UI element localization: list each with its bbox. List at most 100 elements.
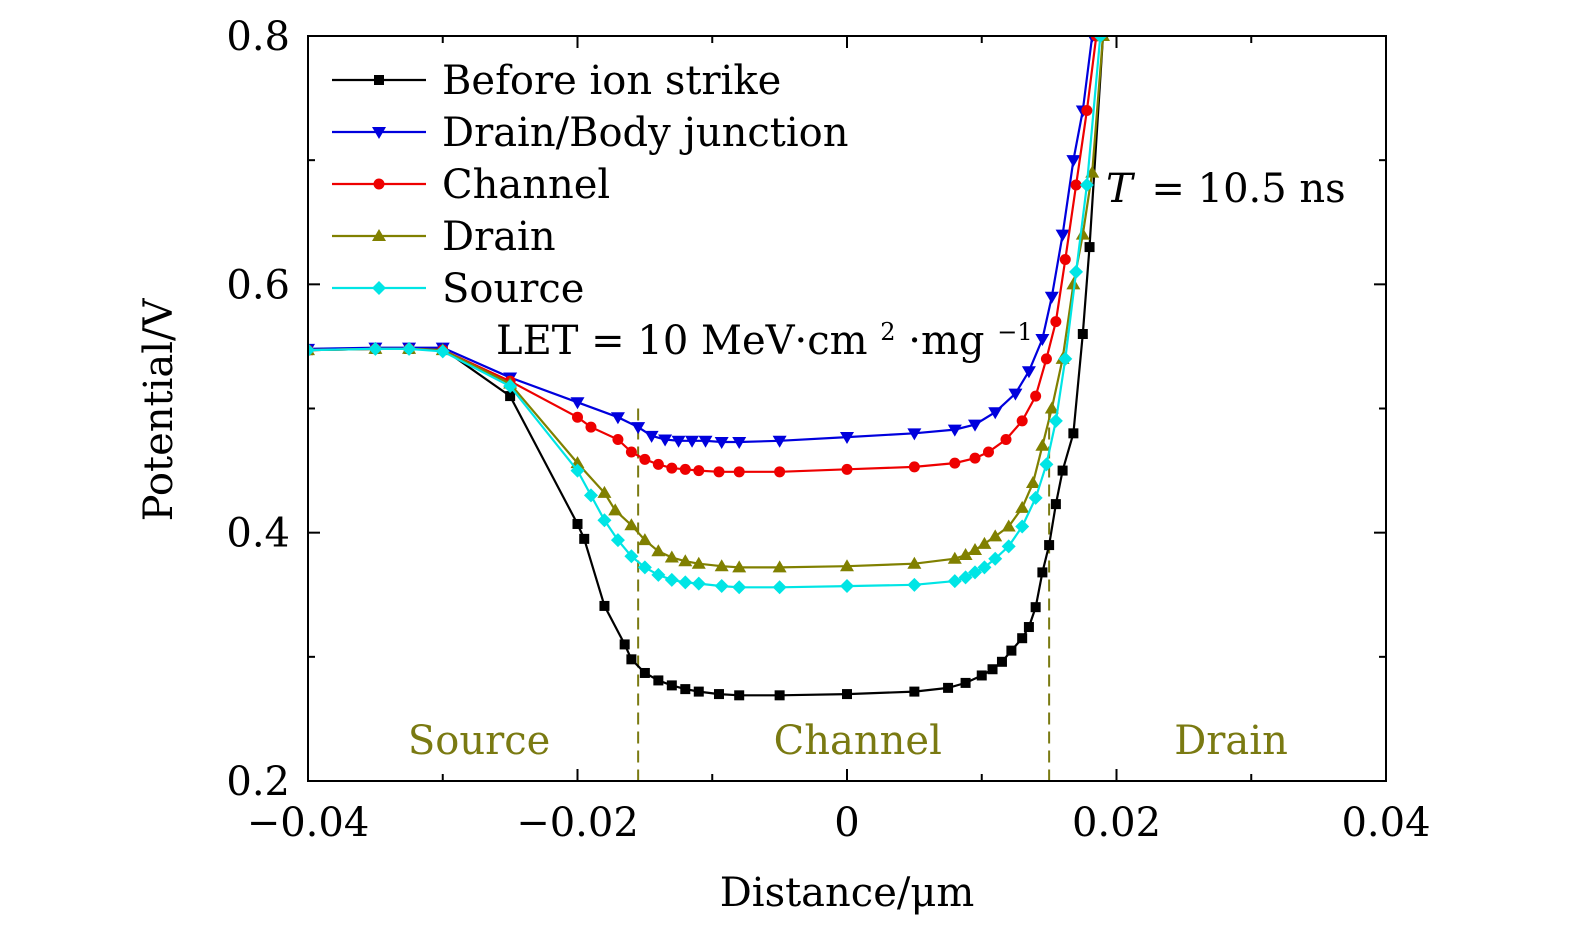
data-point — [1079, 178, 1094, 192]
data-point — [691, 556, 706, 569]
series-before-ion-strike — [308, 36, 1109, 701]
data-point — [909, 686, 920, 697]
series-line — [308, 36, 1102, 589]
data-point — [947, 424, 962, 437]
legend: Before ion strike Drain/Body junction Chan… — [332, 58, 849, 312]
data-point — [652, 458, 664, 470]
data-point — [842, 689, 852, 700]
data-point — [949, 457, 961, 469]
data-point — [626, 654, 637, 665]
x-tick-label: 0 — [834, 800, 859, 846]
data-point — [1044, 540, 1055, 551]
data-point — [907, 556, 922, 569]
legend-label: Drain — [442, 214, 556, 260]
data-point — [653, 675, 664, 686]
data-point — [1016, 415, 1028, 427]
data-point — [1075, 227, 1090, 240]
data-point — [1039, 457, 1054, 472]
data-point — [1081, 105, 1093, 116]
data-point — [977, 560, 992, 575]
legend-label: Source — [442, 266, 584, 312]
legend-marker — [373, 178, 385, 190]
data-point — [840, 432, 854, 445]
data-point — [597, 485, 612, 498]
data-point — [840, 579, 854, 594]
data-point — [1025, 476, 1040, 488]
data-point — [685, 435, 700, 448]
data-point — [958, 548, 973, 561]
data-point — [714, 437, 729, 450]
data-point — [679, 463, 691, 475]
data-point — [639, 453, 651, 465]
data-point — [435, 344, 450, 359]
data-point — [1093, 36, 1108, 43]
x-tick-label: −0.02 — [516, 800, 639, 846]
data-point — [734, 690, 745, 701]
data-point — [907, 577, 922, 592]
data-point — [1021, 366, 1036, 379]
data-point — [698, 435, 713, 448]
data-point — [968, 565, 983, 580]
data-point — [597, 513, 612, 528]
data-point — [610, 533, 625, 548]
region-label-channel: Channel — [774, 718, 942, 764]
data-point — [733, 466, 745, 478]
data-point — [1059, 254, 1071, 265]
y-tick-label: 0.2 — [226, 759, 290, 805]
let-sup-2: −1 — [997, 318, 1032, 346]
let-annotation: LET = 10 MeV·cm 2 ·mg −1 — [496, 304, 1033, 364]
data-point — [678, 575, 693, 590]
y-tick-label: 0.8 — [226, 14, 290, 60]
data-point — [988, 529, 1003, 542]
data-point — [772, 435, 787, 448]
data-point — [1035, 333, 1050, 346]
data-point — [1068, 428, 1079, 439]
data-point — [1000, 434, 1012, 446]
data-point — [1030, 390, 1042, 402]
data-point — [625, 446, 637, 458]
data-point — [570, 397, 585, 410]
data-point — [982, 446, 994, 458]
data-point — [987, 664, 998, 675]
data-point — [713, 689, 724, 700]
data-point — [664, 550, 679, 563]
data-point — [988, 551, 1003, 566]
data-point — [624, 518, 639, 531]
y-axis-label: Potential/V — [136, 298, 182, 522]
data-point — [639, 667, 650, 678]
data-point — [631, 422, 646, 435]
data-point — [1050, 499, 1061, 510]
data-point — [624, 549, 639, 564]
time-annotation: T = 10.5 ns — [1106, 166, 1346, 212]
data-point — [1015, 500, 1030, 513]
data-point — [1030, 602, 1041, 613]
x-tick-label: −0.04 — [247, 800, 370, 846]
data-point — [1069, 264, 1084, 279]
data-point — [666, 680, 677, 691]
legend-label: Channel — [442, 162, 610, 208]
series-line — [308, 36, 1105, 569]
data-point — [505, 391, 516, 402]
legend-item: Source — [332, 266, 584, 312]
data-point — [969, 452, 981, 464]
data-point — [691, 576, 706, 591]
data-point — [714, 559, 729, 572]
data-point — [570, 463, 585, 478]
data-point — [651, 567, 666, 582]
legend-item: Channel — [332, 162, 610, 208]
data-point — [714, 579, 729, 594]
legend-item: Drain — [332, 214, 556, 260]
data-point — [637, 560, 652, 575]
data-point — [680, 684, 691, 695]
data-point — [1006, 645, 1017, 656]
data-point — [644, 430, 659, 443]
series-layer — [308, 36, 1111, 701]
data-point — [732, 580, 747, 595]
legend-item: Before ion strike — [332, 58, 781, 104]
data-point — [664, 572, 679, 587]
data-point — [732, 437, 747, 450]
data-point — [1001, 539, 1016, 554]
data-point — [1035, 438, 1050, 451]
data-point — [585, 421, 597, 433]
